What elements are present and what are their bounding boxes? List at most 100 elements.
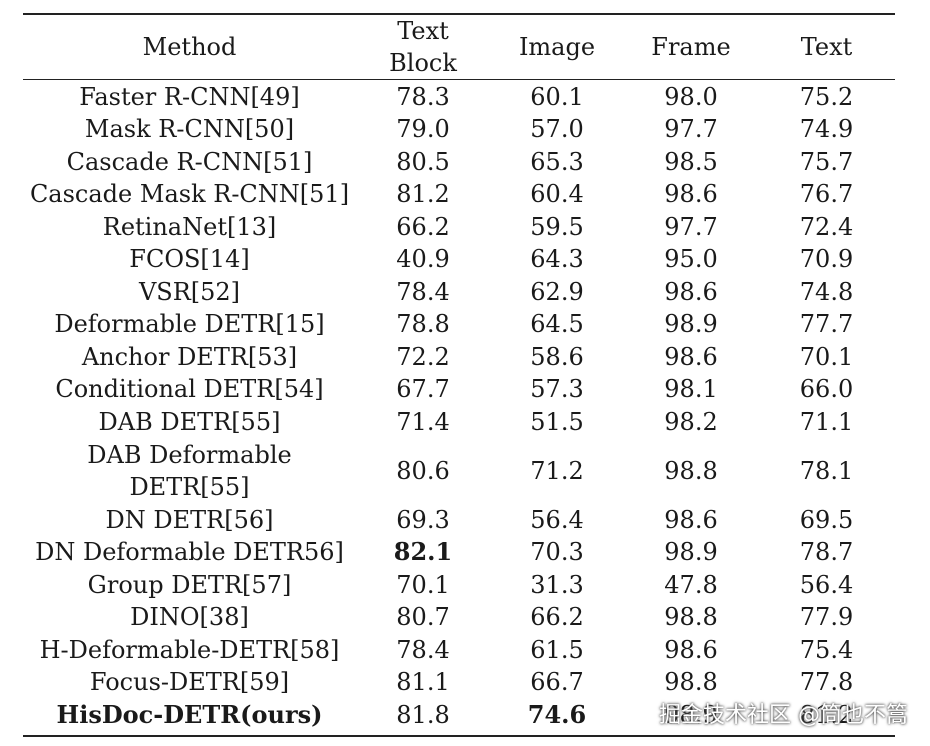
table-row: H-Deformable-DETR[58] 78.4 61.5 98.6 75.4 (0, 633, 930, 666)
text-cell: 70.1 (799, 342, 854, 371)
image-cell: 31.3 (530, 570, 584, 599)
text-block-cell: 80.7 (396, 603, 450, 631)
image-cell: 60.1 (530, 82, 584, 111)
method-label: RetinaNet[13] (102, 212, 277, 241)
header-image-label: Image (518, 33, 596, 61)
text-cell: 77.8 (799, 668, 854, 696)
method-cell: DINO[38] (23, 601, 356, 633)
header-text-block-line1: Text (397, 17, 449, 45)
frame-cell: 98.2 (664, 407, 718, 436)
frame-cell: 98.9 (664, 700, 718, 729)
frame-cell: 98.8 (664, 456, 718, 485)
text-cell: 76.7 (799, 180, 854, 208)
method-cell: DN Deformable DETR56] (23, 536, 356, 568)
text-block-cell: 79.0 (396, 115, 450, 143)
table-row: HisDoc-DETR(ours) 81.8 74.6 98.9 81.2 (0, 698, 930, 731)
table-row: DN Deformable DETR56] 82.1 70.3 98.9 78.7 (0, 536, 930, 568)
frame-cell: 98.6 (664, 342, 718, 371)
text-cell: 75.4 (799, 635, 854, 664)
method-label: DINO[38] (130, 603, 249, 631)
method-label: HisDoc-DETR(ours) (56, 699, 323, 729)
method-label: Mask R-CNN[50] (84, 115, 295, 143)
method-label: Cascade R-CNN[51] (66, 147, 313, 176)
text-cell: 74.9 (799, 115, 854, 143)
method-cell: Deformable DETR[15] (23, 308, 356, 340)
image-cell: 58.6 (530, 342, 584, 371)
text-cell: 72.4 (799, 212, 854, 241)
text-cell: 71.1 (799, 407, 854, 436)
method-cell: HisDoc-DETR(ours) (23, 698, 356, 731)
table-row: Anchor DETR[53] 72.2 58.6 98.6 70.1 (0, 340, 930, 373)
text-block-cell: 66.2 (396, 212, 450, 241)
text-block-cell: 71.4 (396, 407, 450, 436)
header-method-label: Method (142, 33, 237, 61)
header-text-label: Text (800, 33, 853, 61)
text-cell: 74.8 (799, 277, 854, 306)
header-rule (23, 79, 895, 80)
table-row: Conditional DETR[54] 67.7 57.3 98.1 66.0 (0, 373, 930, 405)
text-cell: 78.7 (799, 538, 854, 566)
method-cell: Faster R-CNN[49] (23, 80, 356, 113)
text-cell: 81.2 (799, 700, 854, 729)
image-cell: 66.2 (530, 603, 584, 631)
frame-cell: 98.5 (664, 147, 718, 176)
method-label: Deformable DETR[15] (54, 310, 325, 338)
image-cell: 51.5 (530, 407, 584, 436)
text-block-cell: 80.5 (396, 147, 450, 176)
header-text-block-line2: Block (389, 49, 457, 77)
frame-cell: 97.7 (664, 212, 718, 241)
text-block-cell: 69.3 (396, 505, 450, 534)
table-row: Group DETR[57] 70.1 31.3 47.8 56.4 (0, 568, 930, 601)
method-cell: Cascade R-CNN[51] (23, 145, 356, 178)
header-frame: Frame (624, 15, 758, 79)
text-block-cell: 72.2 (396, 342, 450, 371)
text-cell: 69.5 (799, 505, 854, 534)
frame-cell: 95.0 (664, 245, 718, 273)
table-row: DAB Deformable DETR[55] 80.6 71.2 98.8 78.1 (0, 438, 930, 503)
method-cell: DAB DETR[55] (23, 405, 356, 438)
method-label: VSR[52] (138, 277, 241, 306)
method-cell: Group DETR[57] (23, 568, 356, 601)
text-block-cell: 78.8 (396, 310, 450, 338)
table-row: Focus-DETR[59] 81.1 66.7 98.8 77.8 (0, 666, 930, 698)
frame-cell: 98.6 (664, 180, 718, 208)
header-text-block: Text Block (356, 15, 490, 79)
method-cell: DAB Deformable DETR[55] (23, 438, 356, 503)
image-cell: 57.3 (530, 375, 584, 403)
header-image: Image (490, 15, 624, 79)
table-row: FCOS[14] 40.9 64.3 95.0 70.9 (0, 243, 930, 275)
method-label: DN Deformable DETR56] (35, 538, 344, 566)
method-cell: RetinaNet[13] (23, 210, 356, 243)
frame-cell: 98.8 (664, 668, 718, 696)
frame-cell: 47.8 (664, 570, 718, 599)
image-cell: 60.4 (530, 180, 584, 208)
text-cell: 75.2 (799, 82, 854, 111)
method-cell: Focus-DETR[59] (23, 666, 356, 698)
table-row: Cascade Mask R-CNN[51] 81.2 60.4 98.6 76.7 (0, 178, 930, 210)
text-cell: 66.0 (799, 375, 854, 403)
frame-cell: 98.9 (664, 310, 718, 338)
frame-cell: 98.6 (664, 277, 718, 306)
image-cell: 66.7 (530, 668, 584, 696)
table-row: DN DETR[56] 69.3 56.4 98.6 69.5 (0, 503, 930, 536)
method-label: DN DETR[56] (105, 505, 274, 534)
table-row: Cascade R-CNN[51] 80.5 65.3 98.5 75.7 (0, 145, 930, 178)
frame-cell: 98.6 (664, 505, 718, 534)
text-block-cell: 82.1 (393, 537, 453, 566)
text-block-cell: 80.6 (396, 456, 450, 485)
watermark: 掘金技术社区 @筒也不篙 (659, 703, 908, 728)
image-cell: 56.4 (530, 505, 584, 534)
table-row: VSR[52] 78.4 62.9 98.6 74.8 (0, 275, 930, 308)
header-text: Text (758, 15, 895, 79)
text-block-cell: 67.7 (396, 375, 450, 403)
frame-cell: 98.8 (664, 603, 718, 631)
image-cell: 59.5 (530, 212, 584, 241)
method-label: DAB Deformable (87, 440, 292, 469)
frame-cell: 98.0 (664, 82, 718, 111)
method-label: Faster R-CNN[49] (79, 82, 300, 111)
image-cell: 64.5 (530, 310, 584, 338)
method-cell: Conditional DETR[54] (23, 373, 356, 405)
method-label: Conditional DETR[54] (55, 375, 324, 403)
table-row: RetinaNet[13] 66.2 59.5 97.7 72.4 (0, 210, 930, 243)
method-cell: Anchor DETR[53] (23, 340, 356, 373)
